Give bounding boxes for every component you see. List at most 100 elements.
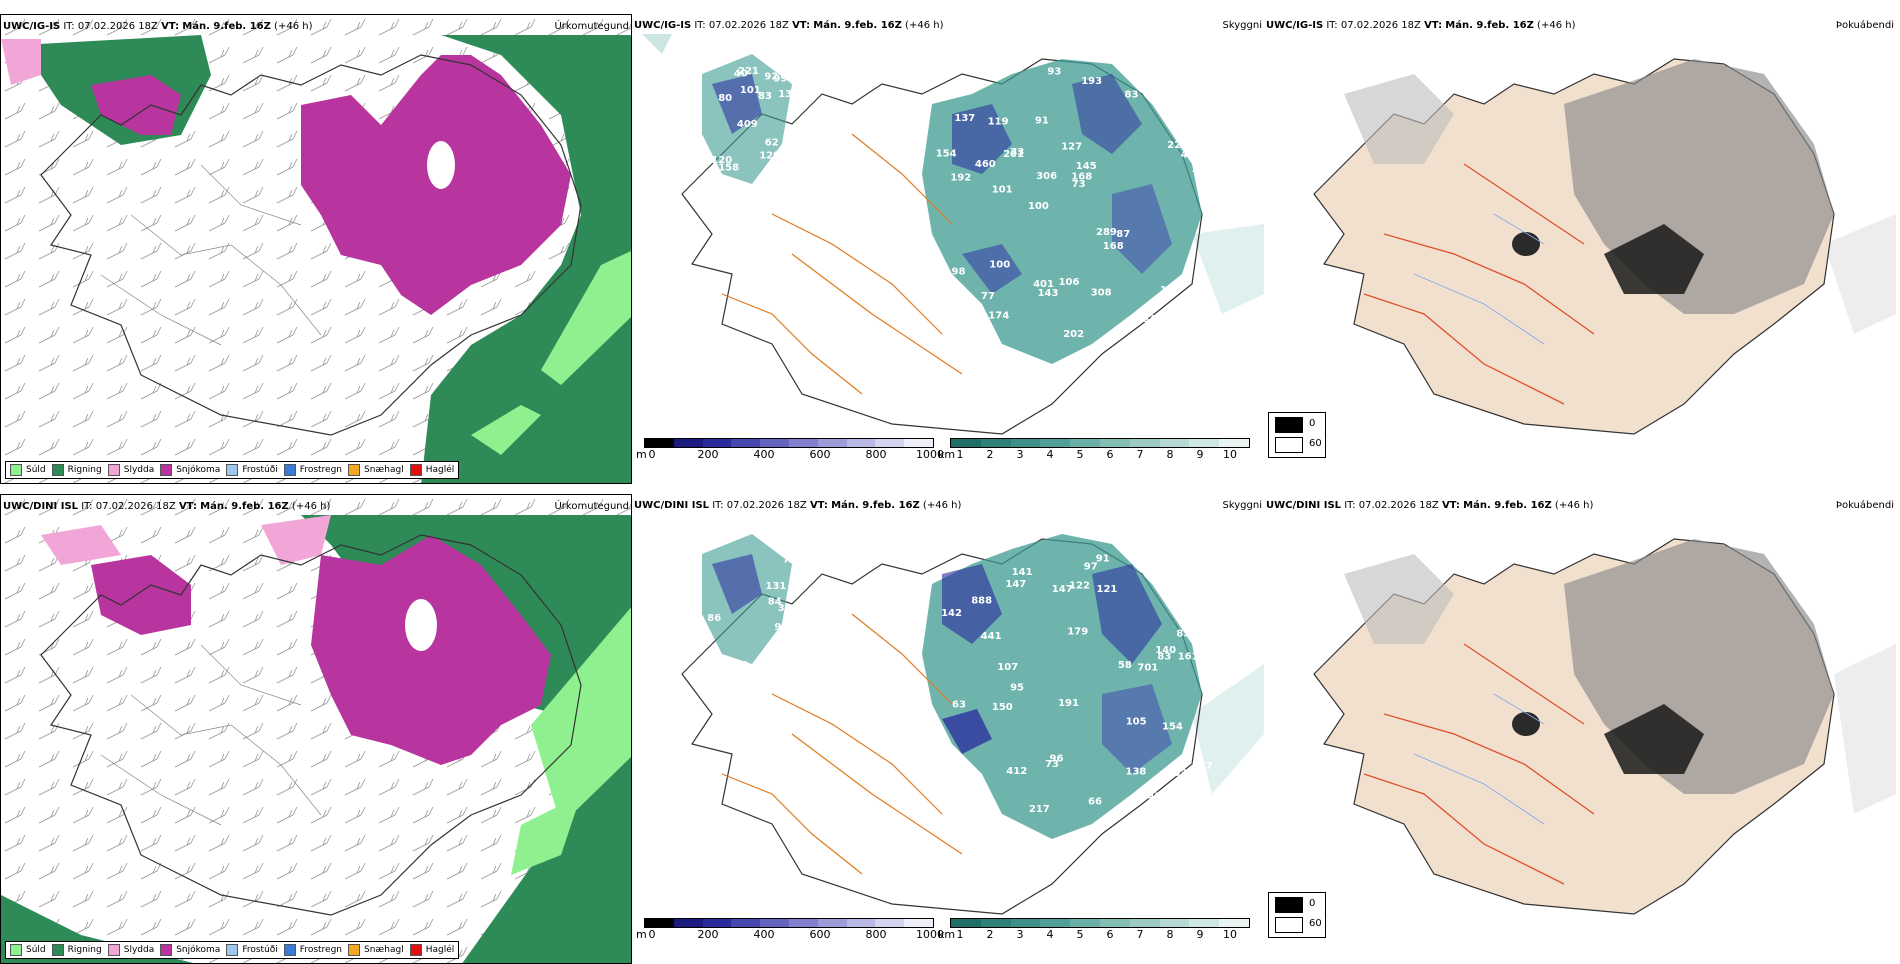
- ceiling-label: 441: [981, 631, 1002, 642]
- init-label: IT:: [1344, 500, 1356, 511]
- ceiling-label: 164: [729, 667, 750, 678]
- legend-label: Frostregn: [299, 945, 343, 955]
- ceiling-label: 66: [1088, 797, 1102, 808]
- visibility-tick: 3: [1016, 448, 1024, 461]
- visibility-tick: 8: [1166, 928, 1174, 941]
- ceiling-label: 87: [1116, 229, 1130, 240]
- valid-label: VT:: [161, 21, 180, 32]
- init-label: IT:: [81, 501, 93, 512]
- ceiling-label: 306: [1036, 171, 1057, 182]
- legend-swatch: [348, 944, 361, 956]
- legend-swatch: [51, 944, 64, 956]
- ceiling-label: 93: [1047, 67, 1061, 78]
- ceiling-label: 154: [1162, 722, 1183, 733]
- ceiling-label: 131: [778, 89, 799, 100]
- legend-label: Snjókoma: [176, 945, 221, 955]
- ceiling-label: 101: [740, 85, 761, 96]
- visibility-tick: 2: [986, 448, 994, 461]
- ceiling-label: 245: [946, 760, 967, 771]
- ceiling-label: 143: [1038, 288, 1059, 299]
- ceiling-label: 96: [1050, 754, 1064, 765]
- ceiling-label: 120: [711, 155, 732, 166]
- ceiling-label: 289: [1096, 227, 1117, 238]
- ceiling-label: 98: [952, 267, 966, 278]
- legend-label: Haglél: [425, 945, 455, 955]
- visibility-tick: 8: [1166, 448, 1174, 461]
- init-label: IT:: [694, 20, 706, 31]
- ceiling-unit: m: [636, 448, 647, 461]
- legend-item: Súld: [10, 944, 46, 956]
- legend-item: Snjókoma: [160, 464, 220, 476]
- fog-legend-low: 60: [1309, 438, 1322, 449]
- lead-time: (+46 h): [291, 501, 331, 512]
- fog-indicator-map-row2: [1264, 494, 1896, 964]
- visibility-unit: km: [938, 448, 956, 461]
- legend-label: Snjókoma: [176, 465, 221, 475]
- legend-item: Súld: [10, 464, 46, 476]
- legend-label: Rigning: [67, 465, 102, 475]
- legend-label: Súld: [26, 945, 46, 955]
- init-label: IT:: [712, 500, 724, 511]
- visibility-colorbar-bar: [950, 438, 1250, 448]
- model-name: UWC/IG-IS: [3, 21, 61, 32]
- ceiling-label: 157: [778, 642, 799, 653]
- legend-label: Frostregn: [299, 465, 343, 475]
- ceiling-label: 92: [940, 303, 954, 314]
- legend-item: Frostregn: [283, 944, 343, 956]
- valid-label: VT:: [1441, 500, 1460, 511]
- ceiling-label: 58: [1118, 660, 1132, 671]
- ceiling-label: 57: [1168, 104, 1182, 115]
- init-time: 07.02.2026 18Z: [726, 500, 807, 511]
- ceiling-tick: 1000: [916, 448, 944, 461]
- ceiling-tick: 0: [648, 448, 656, 461]
- legend-item: Rigning: [51, 944, 102, 956]
- ceiling-label: 158: [718, 163, 739, 174]
- visibility-colorbar: km 1 2 3 4 5 6 7 8 9 10: [938, 438, 1250, 461]
- valid-time: Mán. 9.feb. 16Z: [1463, 500, 1552, 511]
- ceiling-label: 131: [766, 581, 787, 592]
- ceiling-label: 119: [988, 116, 1009, 127]
- panel-header: UWC/DINI ISL IT: 07.02.2026 18Z VT: Mán.…: [1266, 500, 1894, 514]
- ceiling-unit: m: [636, 928, 647, 941]
- visibility-tick: 1: [956, 928, 964, 941]
- ceiling-tick: 200: [697, 928, 719, 941]
- ceiling-label: 191: [1058, 698, 1079, 709]
- visibility-tick: 10: [1223, 928, 1237, 941]
- valid-label: VT:: [178, 501, 197, 512]
- ceiling-label: 73: [1072, 179, 1086, 190]
- panel-header: UWC/IG-IS IT: 07.02.2026 18Z VT: Mán. 9.…: [3, 21, 629, 35]
- ceiling-label: 168: [1103, 241, 1124, 252]
- ceiling-colorbar-bar: [644, 918, 934, 928]
- visibility-tick: 5: [1076, 448, 1084, 461]
- ceiling-tick: 400: [753, 928, 775, 941]
- ceiling-label: 189: [940, 328, 961, 339]
- visibility-tick: 4: [1046, 448, 1054, 461]
- precip-type-panel-row1: UWC/IG-IS IT: 07.02.2026 18Z VT: Mán. 9.…: [0, 14, 632, 484]
- ceiling-label: 157: [1160, 285, 1181, 296]
- visibility-tick: 9: [1196, 928, 1204, 941]
- ceiling-tick: 200: [697, 448, 719, 461]
- valid-time: Mán. 9.feb. 16Z: [1445, 20, 1534, 31]
- ceiling-label: 452: [1181, 150, 1202, 161]
- ceiling-label: 102: [783, 651, 804, 662]
- fog-legend-swatch: [1275, 917, 1303, 933]
- ceiling-label: 888: [971, 595, 992, 606]
- panel-title: Skyggni: [1222, 20, 1262, 31]
- ceiling-label: 401: [1033, 279, 1054, 290]
- ceiling-label: 105: [1126, 717, 1147, 728]
- ceiling-label: 174: [988, 311, 1009, 322]
- ceiling-label: 73: [1010, 147, 1024, 158]
- legend-swatch: [107, 464, 120, 476]
- visibility-colorbar-bar: [950, 918, 1250, 928]
- ceiling-label: 73: [1045, 759, 1059, 770]
- ceiling-visibility-map-row1: 8419257100837791127120739277101145871372…: [632, 14, 1264, 484]
- init-time: 07.02.2026 18Z: [77, 21, 158, 32]
- visibility-unit: km: [938, 928, 956, 941]
- visibility-tick: 6: [1106, 928, 1114, 941]
- init-time: 07.02.2026 18Z: [95, 501, 176, 512]
- legend-item: Frostúði: [226, 944, 278, 956]
- ceiling-tick: 0: [648, 928, 656, 941]
- ceiling-label: 168: [1071, 172, 1092, 183]
- panel-title: Þokuábendi: [1835, 500, 1894, 511]
- visibility-colorbar: km 1 2 3 4 5 6 7 8 9 10: [938, 918, 1250, 941]
